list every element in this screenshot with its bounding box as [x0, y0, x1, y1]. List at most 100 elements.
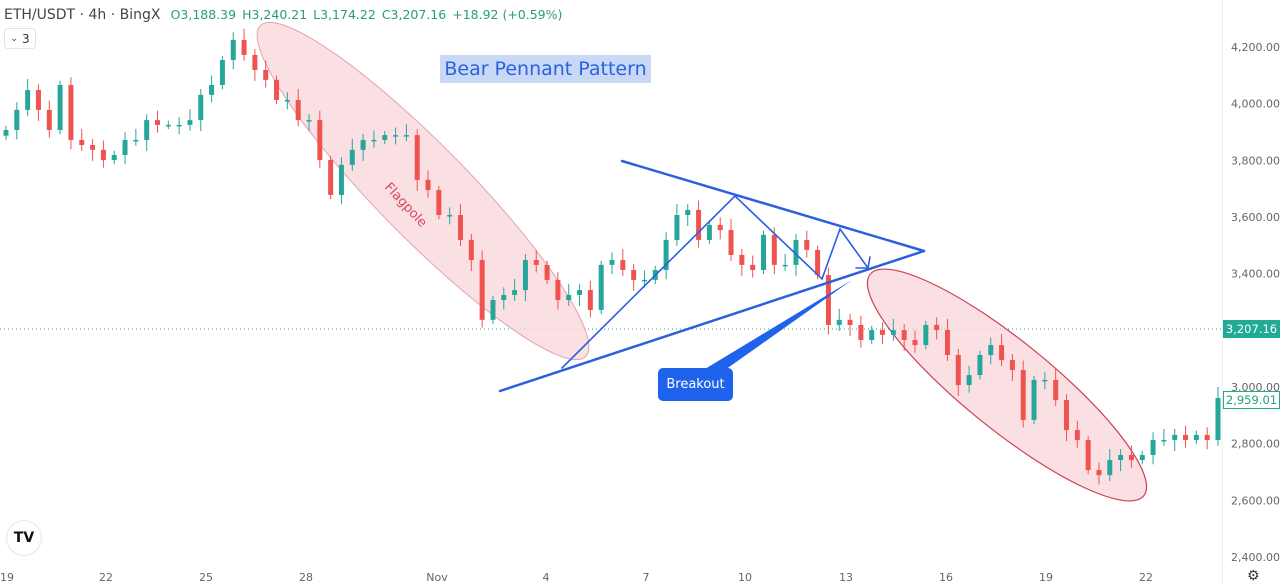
candle [328, 155, 334, 200]
candle-body [35, 90, 41, 110]
candles [3, 28, 1221, 485]
candle-body [219, 60, 225, 85]
candle-body [544, 264, 550, 280]
candle-body [1107, 460, 1113, 476]
candle-body [382, 135, 388, 140]
candle [858, 315, 864, 348]
candle [425, 170, 431, 198]
lower-trendline[interactable] [498, 249, 926, 393]
candle-body [79, 139, 85, 146]
candle [230, 32, 236, 70]
candle [544, 260, 550, 285]
candle [912, 330, 918, 353]
candle-body [155, 120, 160, 125]
pattern-title[interactable]: Bear Pennant Pattern [440, 55, 651, 83]
breakout-pointer [700, 280, 852, 372]
candle-body [338, 164, 344, 195]
candle [447, 207, 453, 225]
candle [1009, 354, 1015, 382]
candle-body [68, 84, 74, 140]
candle [306, 114, 312, 132]
candle-body [133, 139, 139, 142]
candle-body [209, 84, 215, 95]
candle [696, 200, 702, 248]
candle-body [274, 79, 280, 100]
candle-body [869, 330, 875, 340]
chevron-down-icon: ⌄ [10, 33, 18, 44]
candle-body [555, 279, 561, 301]
candle-body [696, 209, 702, 240]
candle-body [46, 109, 52, 131]
candle-body [3, 130, 9, 136]
candle [685, 203, 691, 227]
candle-body [1053, 379, 1059, 401]
candle-body [750, 264, 756, 270]
y-tick-label: 4,200.00 [1231, 41, 1280, 54]
candle [284, 92, 290, 110]
price-axis[interactable]: 2,400.00 2,600.00 2,800.00 3,000.00 3,400.00… [1231, 41, 1280, 564]
settings-gear-icon[interactable]: ⚙ [1247, 568, 1260, 584]
candle-body [111, 154, 117, 161]
candle-body [1096, 470, 1102, 476]
candle-body [425, 179, 431, 191]
candle-body [999, 345, 1005, 361]
x-tick-label: 22 [1139, 571, 1153, 584]
candle [57, 80, 63, 135]
upper-trendline[interactable] [620, 159, 926, 253]
candle-body [512, 290, 518, 295]
candle-body [771, 234, 777, 265]
x-tick-label: 13 [839, 571, 853, 584]
candle-body [739, 254, 745, 265]
candle [1042, 372, 1048, 390]
candle [901, 324, 907, 352]
candle [717, 217, 723, 240]
x-tick-label: 10 [738, 571, 752, 584]
candle [1193, 430, 1199, 445]
candle-body [1031, 379, 1037, 420]
candle [68, 77, 74, 150]
candle-body [609, 260, 615, 265]
candle-body [176, 124, 182, 127]
indicators-toggle-button[interactable]: ⌄ 3 [4, 28, 36, 49]
candle [263, 60, 269, 88]
x-tick-label: 22 [99, 571, 113, 584]
candle-body [717, 224, 723, 231]
candle [782, 253, 788, 271]
candle [1031, 375, 1037, 425]
candle [577, 284, 583, 306]
candle-body [1193, 434, 1199, 440]
candle-body [1161, 439, 1167, 442]
candle-body [966, 375, 972, 386]
pennant-drawing[interactable] [498, 159, 926, 393]
arrow-head-icon [855, 256, 871, 269]
tradingview-logo[interactable]: TV [6, 520, 42, 556]
candle-body [901, 330, 907, 340]
candle [90, 139, 96, 161]
candle [566, 283, 572, 306]
candle [944, 319, 950, 361]
y-tick-label: 3,800.00 [1231, 154, 1280, 167]
symbol-header: ETH/USDT · 4h · BingX O3,188.39 H3,240.21… [4, 7, 568, 23]
wave-path[interactable] [561, 194, 869, 369]
time-axis[interactable]: 19 22 25 28 Nov 4 7 10 13 16 19 22 [0, 571, 1153, 584]
candle [165, 120, 171, 130]
candle [512, 279, 518, 301]
breakout-callout[interactable]: Breakout [658, 368, 733, 401]
candle [3, 125, 9, 140]
candle [144, 114, 150, 151]
candle [674, 203, 680, 246]
candle [1183, 425, 1189, 448]
candle [804, 230, 810, 258]
candle [252, 48, 258, 81]
candle [1172, 428, 1178, 452]
candle [1107, 449, 1113, 482]
candle [122, 132, 128, 165]
continuation-highlight[interactable] [843, 240, 1172, 530]
candle-body [522, 260, 528, 291]
candle-body [728, 230, 734, 255]
candle-body [490, 300, 496, 320]
flagpole-highlight[interactable] [228, 0, 619, 389]
symbol-title[interactable]: ETH/USDT · 4h · BingX [4, 7, 161, 23]
candle-body [1064, 400, 1069, 431]
